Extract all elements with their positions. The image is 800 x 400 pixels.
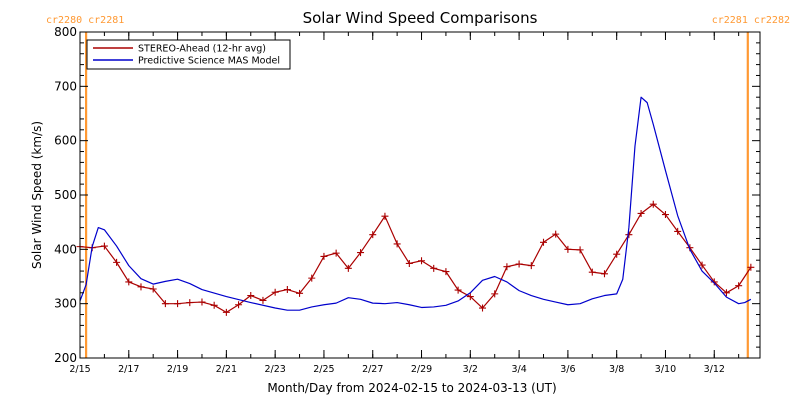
y-tick-label-400: 400 xyxy=(54,242,77,256)
series-line-0 xyxy=(79,203,752,313)
carrington-label-1: cr2281 cr2282 xyxy=(712,15,790,26)
x-tick-label-7: 2/29 xyxy=(411,364,432,375)
series-0-point-6 xyxy=(149,285,157,293)
series-0-point-4 xyxy=(125,278,133,286)
x-tick-label-1: 2/17 xyxy=(118,364,139,375)
series-0-point-17 xyxy=(283,286,291,294)
x-tick-label-13: 3/12 xyxy=(704,364,725,375)
series-0-point-38 xyxy=(539,238,547,246)
series-0-point-37 xyxy=(527,262,535,270)
x-tick-label-3: 2/21 xyxy=(216,364,237,375)
series-0-point-27 xyxy=(405,259,413,267)
carrington-label-0: cr2280 cr2281 xyxy=(46,15,124,26)
series-1 xyxy=(79,96,752,311)
series-0-point-16 xyxy=(271,288,279,296)
axes: 200 300 400 500 600 700 800 2/15 2/17 2/19 2/21 2/2… xyxy=(54,25,761,375)
series-0-point-20 xyxy=(320,252,328,260)
series-0-point-34 xyxy=(491,290,499,298)
series-0-point-19 xyxy=(308,274,316,282)
legend: STEREO-Ahead (12-hr avg) Predictive Scie… xyxy=(86,39,291,70)
series-0-point-47 xyxy=(649,200,657,208)
series-0-point-10 xyxy=(198,298,206,306)
series-0-point-33 xyxy=(479,304,487,312)
series-0-point-30 xyxy=(442,268,450,276)
series-0-point-2 xyxy=(100,242,108,250)
x-tick-label-8: 3/2 xyxy=(463,364,478,375)
plot-frame xyxy=(79,31,761,359)
series-0-point-23 xyxy=(357,249,365,257)
series-0 xyxy=(76,200,755,316)
x-tick-label-5: 2/25 xyxy=(313,364,334,375)
legend-label-mas-model: Predictive Science MAS Model xyxy=(138,56,280,67)
y-tick-label-500: 500 xyxy=(54,188,77,202)
y-tick-label-300: 300 xyxy=(54,297,77,311)
chart-title: Solar Wind Speed Comparisons xyxy=(303,9,538,27)
series-0-point-54 xyxy=(735,282,743,290)
series-layer xyxy=(76,96,755,316)
series-0-point-14 xyxy=(247,292,255,300)
x-axis-label: Month/Day from 2024-02-15 to 2024-03-13 … xyxy=(267,381,556,395)
series-0-point-32 xyxy=(466,293,474,301)
series-0-point-36 xyxy=(515,260,523,268)
series-line-1 xyxy=(79,96,752,311)
series-0-point-42 xyxy=(588,268,596,276)
series-0-point-43 xyxy=(600,270,608,278)
series-0-point-7 xyxy=(161,300,169,308)
y-axis-label: Solar Wind Speed (km/s) xyxy=(30,121,44,269)
series-0-point-8 xyxy=(174,300,182,308)
y-tick-label-200: 200 xyxy=(54,351,77,365)
series-0-point-41 xyxy=(576,246,584,254)
series-0-point-35 xyxy=(503,263,511,271)
y-tick-label-800: 800 xyxy=(54,25,77,39)
series-0-point-40 xyxy=(564,245,572,253)
y-tick-label-600: 600 xyxy=(54,134,77,148)
series-0-point-44 xyxy=(613,250,621,258)
x-tick-label-4: 2/23 xyxy=(264,364,285,375)
series-0-point-29 xyxy=(430,264,438,272)
series-0-point-13 xyxy=(235,301,243,309)
x-tick-label-12: 3/10 xyxy=(655,364,676,375)
series-0-point-11 xyxy=(210,301,218,309)
x-tick-label-10: 3/6 xyxy=(560,364,575,375)
series-0-point-12 xyxy=(222,308,230,316)
series-0-point-24 xyxy=(369,231,377,239)
series-0-point-15 xyxy=(259,296,267,304)
legend-label-stereo: STEREO-Ahead (12-hr avg) xyxy=(138,44,266,55)
x-tick-label-0: 2/15 xyxy=(69,364,90,375)
series-0-point-28 xyxy=(418,257,426,265)
series-0-point-52 xyxy=(710,278,718,286)
series-0-point-51 xyxy=(698,261,706,269)
series-0-point-9 xyxy=(186,299,194,307)
series-0-point-21 xyxy=(332,249,340,257)
series-0-point-39 xyxy=(552,230,560,238)
legend-box xyxy=(86,39,291,70)
y-tick-label-700: 700 xyxy=(54,79,77,93)
x-tick-label-6: 2/27 xyxy=(362,364,383,375)
series-0-point-48 xyxy=(661,211,669,219)
series-0-point-22 xyxy=(344,264,352,272)
series-0-point-55 xyxy=(747,263,755,271)
series-0-point-26 xyxy=(393,240,401,248)
series-0-point-31 xyxy=(454,286,462,294)
series-0-point-5 xyxy=(137,283,145,291)
series-0-point-49 xyxy=(674,227,682,235)
series-0-point-25 xyxy=(381,212,389,220)
x-tick-label-9: 3/4 xyxy=(511,364,526,375)
series-0-point-3 xyxy=(113,258,121,266)
series-0-point-18 xyxy=(296,289,304,297)
x-tick-label-11: 3/8 xyxy=(609,364,624,375)
series-0-point-53 xyxy=(722,289,730,297)
x-tick-label-2: 2/19 xyxy=(167,364,188,375)
series-0-point-46 xyxy=(637,209,645,217)
